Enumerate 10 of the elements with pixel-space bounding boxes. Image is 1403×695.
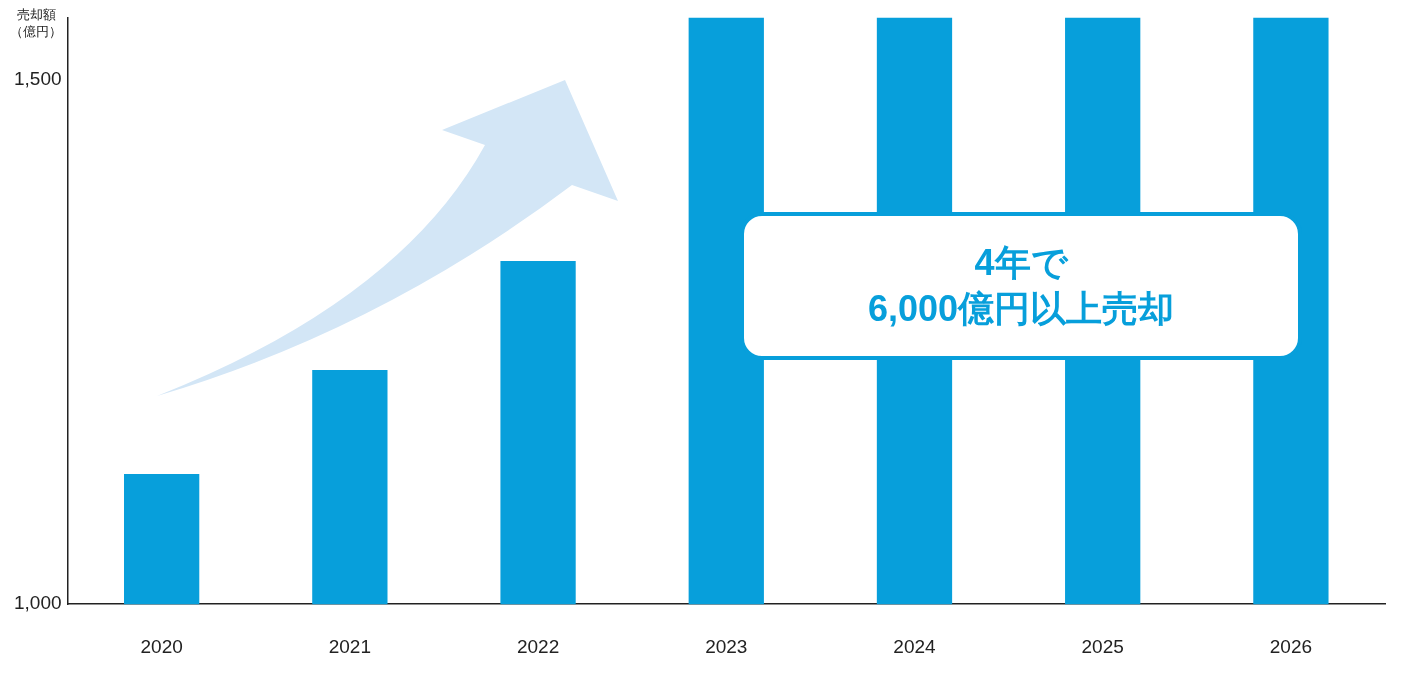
y-axis-title: 売却額（億円） [9,6,63,40]
y-tick-label: 1,500 [14,67,62,89]
x-tick-label: 2020 [140,635,183,657]
x-tick-label: 2021 [328,635,371,657]
x-tick-label: 2026 [1269,635,1313,657]
y-tick-label: 1,000 [14,592,62,614]
x-tick-label: 2024 [893,635,937,657]
x-tick-label: 2023 [705,635,748,657]
x-tick-label: 2025 [1081,635,1124,657]
x-tick-label: 2022 [516,635,560,657]
